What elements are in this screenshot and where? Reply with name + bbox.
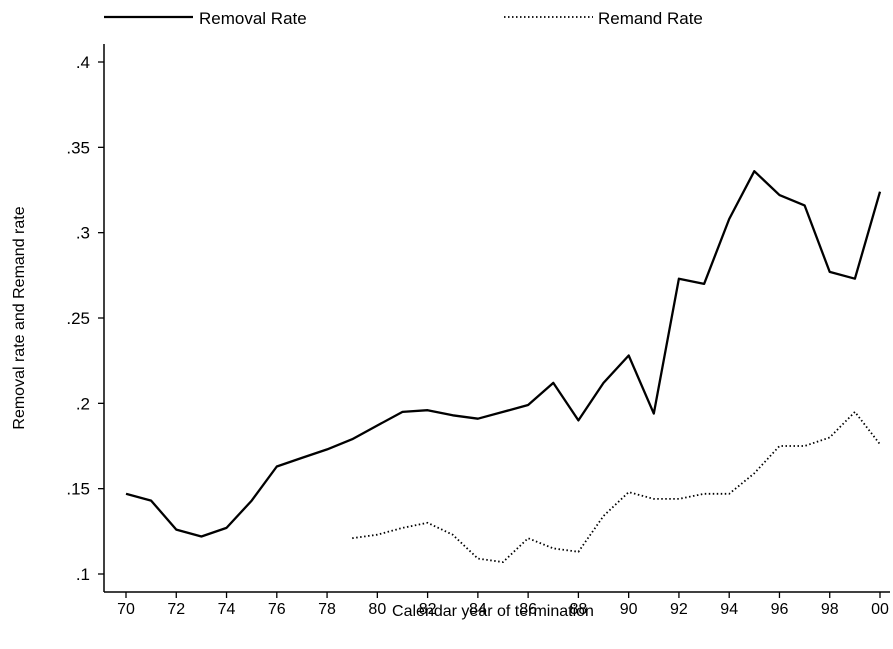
x-tick-label: 88 <box>570 601 588 618</box>
x-tick-label: 80 <box>368 601 386 618</box>
y-axis-title: Removal rate and Remand rate <box>11 206 28 429</box>
x-tick-label: 72 <box>167 601 185 618</box>
y-tick-label: .3 <box>76 224 90 243</box>
series-layer <box>125 170 882 563</box>
x-ticks: 70 72 74 76 78 80 82 84 86 88 90 92 94 96 98 00 <box>117 592 889 618</box>
series-line-remand-rate <box>352 410 881 563</box>
y-tick-label: .1 <box>76 565 90 584</box>
x-tick-label: 90 <box>620 601 638 618</box>
x-tick-label: 86 <box>519 601 537 618</box>
legend-label-remand: Remand Rate <box>598 9 703 28</box>
x-tick-label: 70 <box>117 601 135 618</box>
x-tick-label: 96 <box>771 601 789 618</box>
y-tick-label: .25 <box>66 309 90 328</box>
x-tick-label: 84 <box>469 601 487 618</box>
y-tick-label: .15 <box>66 480 90 499</box>
y-tick-label: .4 <box>76 53 90 72</box>
x-tick-label: 92 <box>670 601 688 618</box>
legend-label-removal: Removal Rate <box>199 9 307 28</box>
y-ticks: .1 .15 .2 .25 .3 .35 .4 <box>66 53 104 584</box>
x-tick-label: 76 <box>268 601 286 618</box>
x-tick-label: 00 <box>871 601 889 618</box>
x-tick-label: 94 <box>720 601 738 618</box>
series-line-removal-rate <box>125 170 882 538</box>
legend: Removal Rate Remand Rate <box>104 9 703 28</box>
y-tick-label: .35 <box>66 138 90 157</box>
x-tick-label: 98 <box>821 601 839 618</box>
axes <box>103 44 890 593</box>
y-tick-label: .2 <box>76 394 90 413</box>
x-tick-label: 78 <box>318 601 336 618</box>
x-tick-label: 82 <box>419 601 437 618</box>
x-tick-label: 74 <box>218 601 236 618</box>
x-axis-title: Calendar year of termination <box>392 603 594 620</box>
